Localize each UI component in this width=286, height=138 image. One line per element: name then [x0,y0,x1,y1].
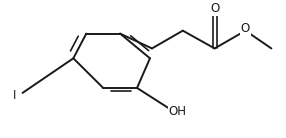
Text: O: O [210,2,219,15]
Text: I: I [13,89,16,102]
Text: OH: OH [169,105,187,118]
Text: O: O [241,22,250,35]
